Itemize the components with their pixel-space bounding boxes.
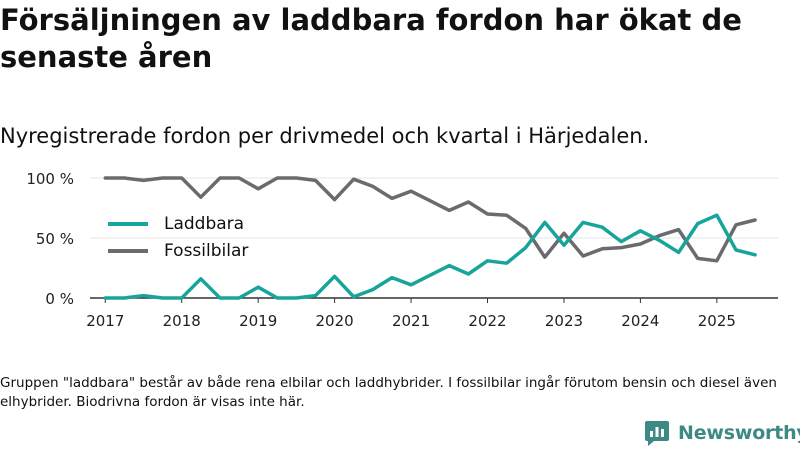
- legend-label-laddbara: Laddbara: [164, 213, 245, 234]
- legend-item-laddbara: Laddbara: [108, 210, 248, 237]
- legend-item-fossilbilar: Fossilbilar: [108, 237, 248, 264]
- x-tick-label-2020: 2020: [316, 312, 354, 330]
- series-line-fossilbilar: [103, 176, 757, 263]
- legend-swatch-laddbara: [108, 221, 148, 226]
- y-tick-label-50: 50 %: [36, 230, 74, 248]
- legend-swatch-fossilbilar: [108, 248, 148, 253]
- x-tick-label-2022: 2022: [468, 312, 506, 330]
- x-tick-label-2024: 2024: [621, 312, 659, 330]
- chart-footnote: Gruppen "laddbara" består av både rena e…: [0, 375, 777, 410]
- brand-name: Newsworthy: [678, 422, 800, 444]
- x-tick-label-2019: 2019: [239, 312, 277, 330]
- brand-logo[interactable]: Newsworthy: [644, 418, 800, 448]
- x-tick-label-2021: 2021: [392, 312, 430, 330]
- x-tick-label-2018: 2018: [163, 312, 201, 330]
- chart-legend: Laddbara Fossilbilar: [108, 210, 248, 264]
- chart-subtitle: Nyregistrerade fordon per drivmedel och …: [0, 124, 650, 148]
- series-line-laddbara: [103, 213, 757, 300]
- y-tick-label-100: 100 %: [26, 170, 74, 188]
- newsworthy-logo-icon: [645, 421, 669, 446]
- chart-title: Försäljningen av laddbara fordon har öka…: [0, 3, 742, 74]
- y-tick-label-0: 0 %: [45, 290, 74, 308]
- x-tick-label-2023: 2023: [545, 312, 583, 330]
- x-tick-label-2017: 2017: [86, 312, 124, 330]
- line-chart: 0 % 50 % 100 % 2017 2018 2019 2020 2021 2022 2023…: [26, 170, 778, 330]
- x-tick-label-2025: 2025: [698, 312, 736, 330]
- legend-label-fossilbilar: Fossilbilar: [164, 240, 249, 261]
